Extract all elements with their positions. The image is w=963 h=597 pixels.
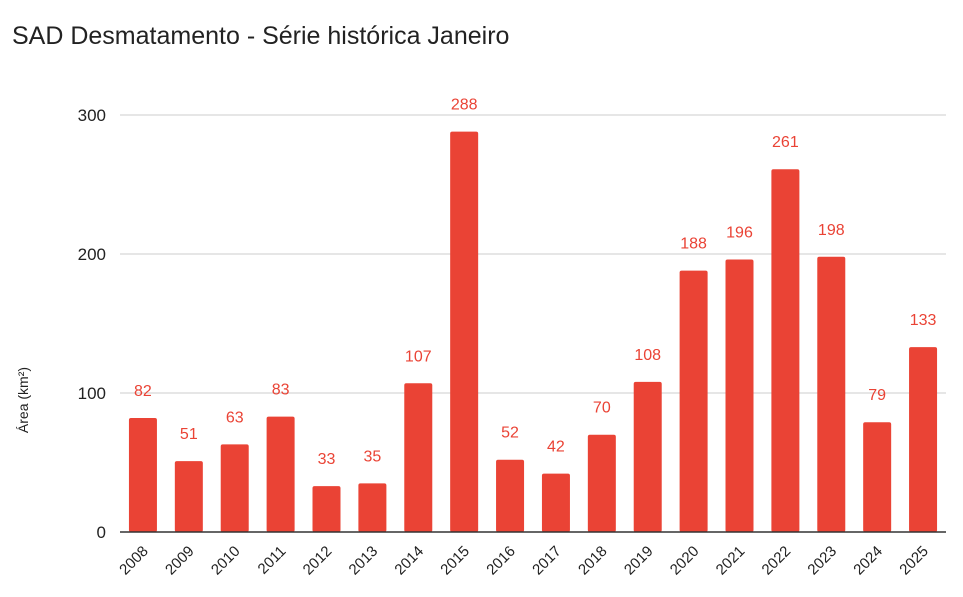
data-label: 133 xyxy=(910,312,937,329)
bar xyxy=(174,461,203,532)
bar xyxy=(909,347,938,532)
x-tick-label: 2016 xyxy=(483,543,519,579)
bar xyxy=(266,416,295,532)
chart-title: SAD Desmatamento - Série histórica Janei… xyxy=(12,22,509,50)
bar xyxy=(633,381,662,532)
x-tick-label: 2009 xyxy=(162,543,198,579)
data-labels: 82 51 63 83 33 35 107 288 52 42 70 108 188 196 261 198 7… xyxy=(134,97,936,468)
y-tick-label: 300 xyxy=(78,106,106,125)
gridlines xyxy=(120,114,946,394)
bar xyxy=(863,422,892,532)
x-tick-label: 2021 xyxy=(713,543,749,579)
bar xyxy=(404,383,433,532)
x-tick-label: 2011 xyxy=(255,543,290,578)
data-label: 79 xyxy=(868,387,886,404)
x-axis-ticks: 2008 2009 2010 2011 2012 2013 2014 2015 2016 2017… xyxy=(116,543,932,579)
data-label: 35 xyxy=(363,448,381,465)
bar xyxy=(817,256,846,532)
data-label: 33 xyxy=(318,451,336,468)
y-axis-label: Área (km²) xyxy=(15,367,31,433)
x-tick-label: 2012 xyxy=(300,543,336,579)
bars xyxy=(128,131,938,532)
data-label: 52 xyxy=(501,425,519,442)
bar xyxy=(450,131,479,532)
x-tick-label: 2015 xyxy=(437,543,473,579)
y-tick-label: 0 xyxy=(97,523,106,542)
data-label: 188 xyxy=(680,236,707,253)
x-tick-label: 2020 xyxy=(667,543,703,579)
bar xyxy=(312,486,341,532)
data-label: 107 xyxy=(405,348,432,365)
x-tick-label: 2023 xyxy=(804,543,840,579)
x-tick-label: 2014 xyxy=(391,543,427,579)
data-label: 196 xyxy=(726,225,753,242)
data-label: 83 xyxy=(272,382,290,399)
x-tick-label: 2024 xyxy=(850,543,886,579)
bar xyxy=(771,169,800,532)
data-label: 70 xyxy=(593,400,611,417)
x-tick-label: 2019 xyxy=(621,543,657,579)
x-tick-label: 2008 xyxy=(116,543,152,579)
data-label: 288 xyxy=(451,97,478,114)
data-label: 63 xyxy=(226,409,244,426)
data-label: 42 xyxy=(547,439,565,456)
bar xyxy=(587,434,616,532)
x-tick-label: 2017 xyxy=(529,543,565,579)
data-label: 82 xyxy=(134,383,152,400)
data-label: 198 xyxy=(818,222,845,239)
data-label: 51 xyxy=(180,426,198,443)
bar xyxy=(725,259,754,532)
bar xyxy=(541,473,570,532)
bar xyxy=(358,483,387,532)
bar xyxy=(496,459,525,532)
x-tick-label: 2022 xyxy=(759,543,795,579)
x-tick-label: 2010 xyxy=(208,543,244,579)
data-label: 261 xyxy=(772,134,799,151)
bar xyxy=(220,444,249,532)
y-axis-ticks: 0 100 200 300 xyxy=(78,106,106,542)
x-tick-label: 2018 xyxy=(575,543,611,579)
y-tick-label: 200 xyxy=(78,245,106,264)
y-tick-label: 100 xyxy=(78,384,106,403)
x-tick-label: 2013 xyxy=(346,543,382,579)
x-tick-label: 2025 xyxy=(896,543,932,579)
data-label: 108 xyxy=(634,347,661,364)
bar xyxy=(128,418,157,532)
bar xyxy=(679,270,708,532)
